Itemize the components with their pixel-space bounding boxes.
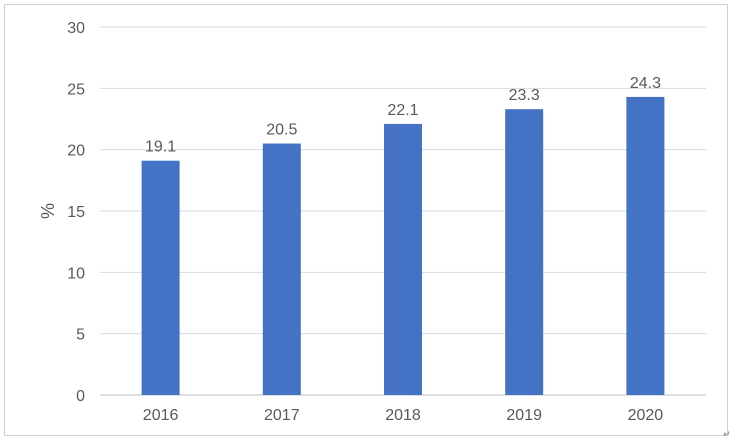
y-axis-ticks: 0 5 10 15 20 25 30 xyxy=(67,20,85,405)
x-tick-label: 2016 xyxy=(143,407,179,424)
data-label: 23.3 xyxy=(509,87,540,104)
arrow-corner-icon: ↵ xyxy=(723,430,731,440)
y-tick-label: 10 xyxy=(67,265,85,282)
y-tick-label: 15 xyxy=(67,204,85,221)
y-axis-label: % xyxy=(38,203,58,219)
x-tick-label: 2019 xyxy=(506,407,542,424)
y-tick-label: 20 xyxy=(67,143,85,160)
bar xyxy=(505,109,544,395)
chart-frame: 0 5 10 15 20 25 30 19.1 20.5 22.1 23.3 24.3 2016 20… xyxy=(4,4,728,436)
y-tick-label: 30 xyxy=(67,20,85,37)
bars xyxy=(141,96,665,396)
x-tick-label: 2017 xyxy=(264,407,300,424)
bar xyxy=(384,123,422,395)
y-tick-label: 5 xyxy=(76,327,85,344)
x-tick-label: 2020 xyxy=(628,407,664,424)
data-label: 20.5 xyxy=(266,122,297,139)
data-label: 19.1 xyxy=(145,139,176,156)
data-labels: 19.1 20.5 22.1 23.3 24.3 xyxy=(145,75,661,156)
x-axis-ticks: 2016 2017 2018 2019 2020 xyxy=(143,407,663,424)
bar xyxy=(262,143,301,395)
bar xyxy=(141,160,180,395)
x-tick-label: 2018 xyxy=(385,407,421,424)
y-tick-label: 25 xyxy=(67,81,85,98)
data-label: 24.3 xyxy=(630,75,661,92)
data-label: 22.1 xyxy=(387,102,418,119)
bar xyxy=(626,96,665,396)
y-tick-label: 0 xyxy=(76,388,85,405)
